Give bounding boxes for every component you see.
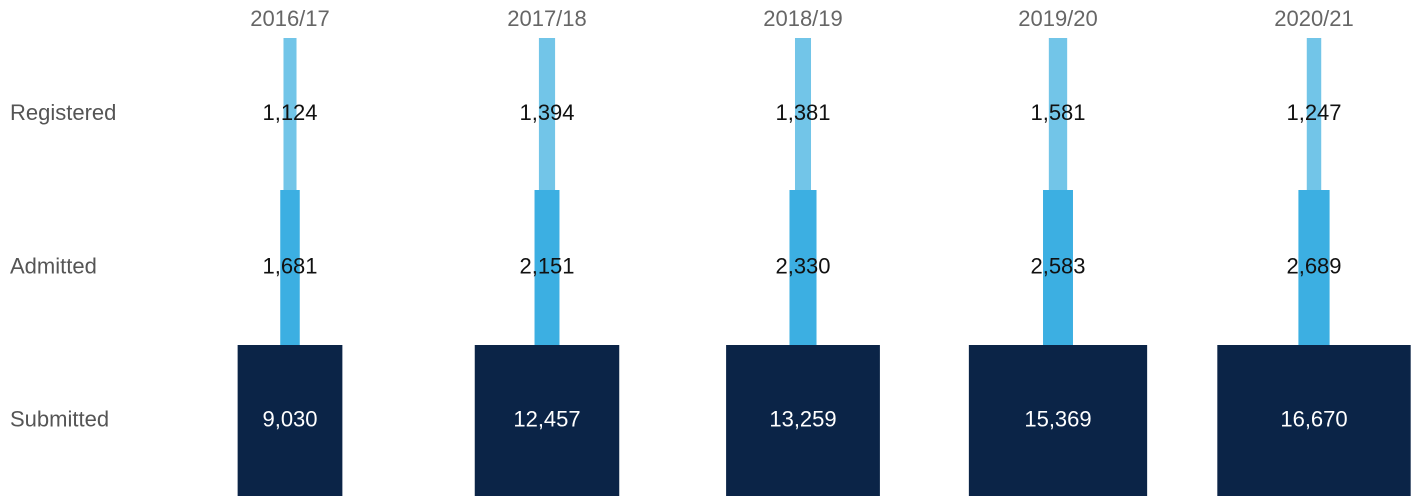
- value-label: 13,259: [769, 406, 836, 431]
- value-label: 1,394: [519, 100, 574, 125]
- row-label: Registered: [10, 100, 116, 125]
- bar: [1048, 38, 1068, 190]
- bar: [280, 190, 300, 345]
- year-label: 2017/18: [507, 6, 587, 31]
- bar: [534, 190, 560, 345]
- value-label: 2,151: [519, 253, 574, 278]
- value-label: 15,369: [1024, 406, 1091, 431]
- value-label: 1,247: [1286, 100, 1341, 125]
- bar: [538, 38, 556, 190]
- value-label: 1,581: [1030, 100, 1085, 125]
- year-label: 2018/19: [763, 6, 843, 31]
- value-label: 1,124: [262, 100, 317, 125]
- row-label: Submitted: [10, 406, 109, 431]
- row-label: Admitted: [10, 253, 97, 278]
- year-label: 2019/20: [1018, 6, 1098, 31]
- bar: [726, 345, 880, 496]
- value-label: 1,381: [775, 100, 830, 125]
- bar: [1306, 38, 1322, 190]
- value-label: 16,670: [1280, 406, 1347, 431]
- bar: [1043, 190, 1073, 345]
- bar: [474, 345, 620, 496]
- bar: [1298, 190, 1330, 345]
- value-label: 12,457: [513, 406, 580, 431]
- value-label: 1,681: [262, 253, 317, 278]
- year-label: 2016/17: [250, 6, 330, 31]
- year-label: 2020/21: [1274, 6, 1354, 31]
- bar: [968, 345, 1148, 496]
- value-label: 2,689: [1286, 253, 1341, 278]
- bar: [1217, 345, 1411, 496]
- value-label: 9,030: [262, 406, 317, 431]
- bar: [237, 345, 343, 496]
- bar: [789, 190, 817, 345]
- value-label: 2,330: [775, 253, 830, 278]
- bar: [283, 38, 297, 190]
- value-label: 2,583: [1030, 253, 1085, 278]
- bar: [794, 38, 812, 190]
